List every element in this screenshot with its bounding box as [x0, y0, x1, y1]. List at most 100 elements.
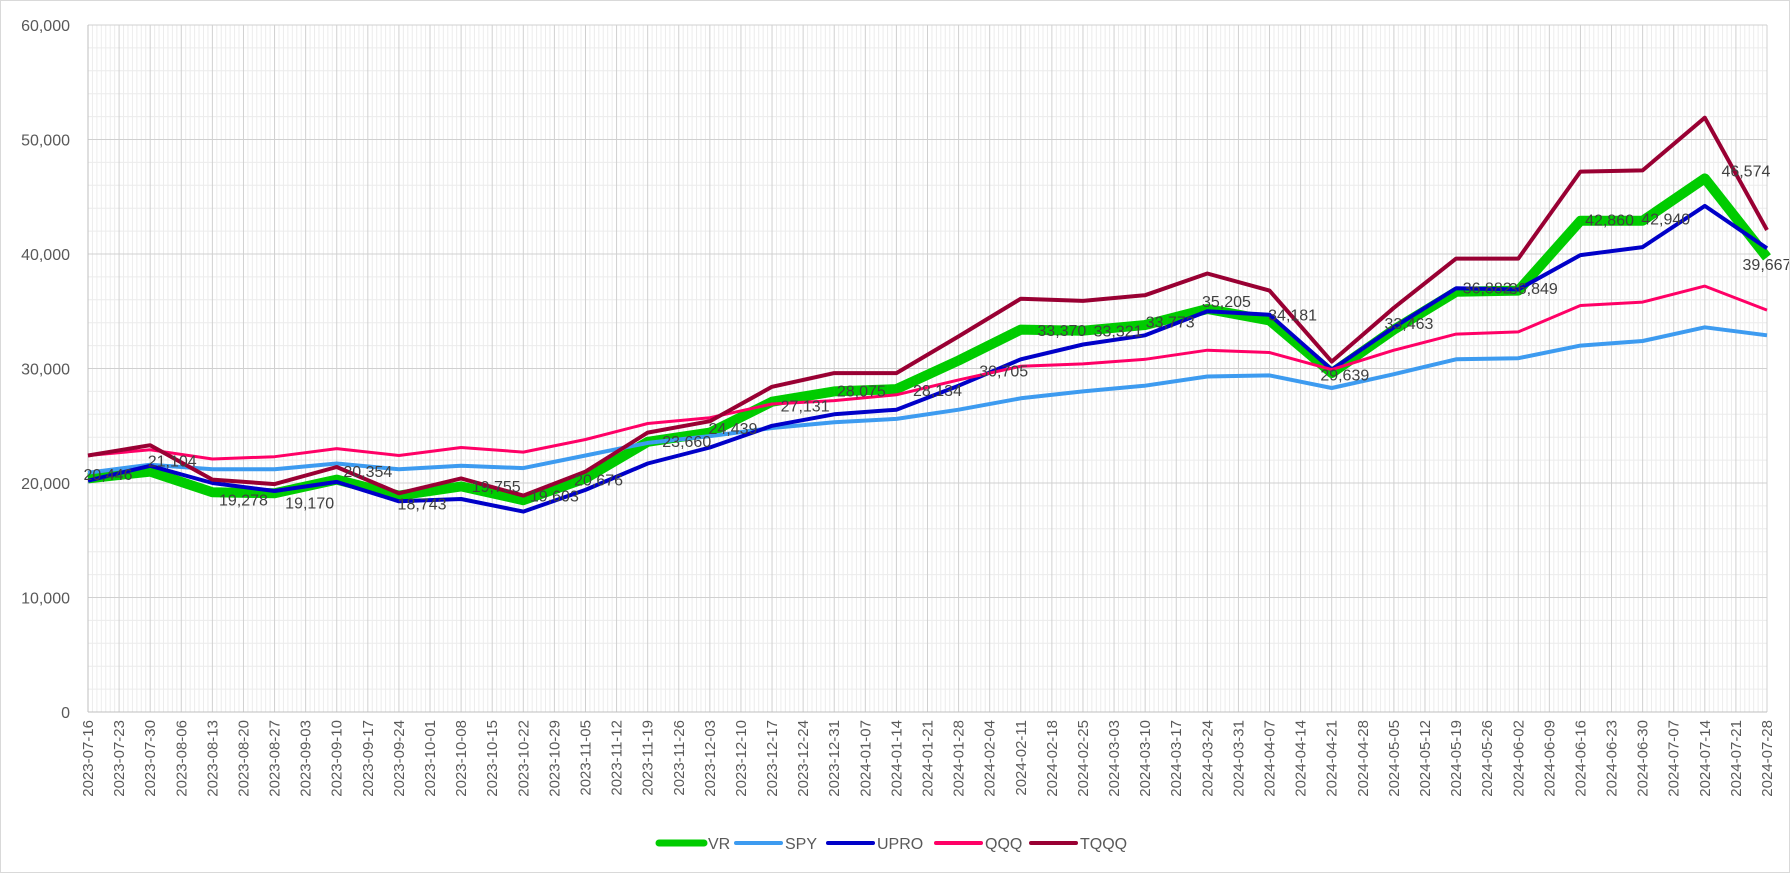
data-label: 20,446 [84, 467, 133, 484]
x-tick-label: 2023-11-05 [577, 720, 594, 796]
legend-label-upro: UPRO [877, 836, 923, 853]
x-tick-label: 2024-03-10 [1137, 720, 1154, 797]
x-tick-label: 2023-10-22 [515, 720, 532, 797]
x-tick-label: 2024-01-28 [951, 720, 968, 797]
data-label: 46,574 [1721, 164, 1770, 181]
legend-item-upro: UPRO [826, 836, 923, 853]
data-label: 20,354 [343, 464, 392, 481]
x-tick-label: 2024-05-12 [1417, 720, 1434, 797]
data-label-layer: 20,446 21,104 19,278 19,170 20,354 18,743 19,7… [84, 164, 1789, 514]
x-tick-label: 2024-07-07 [1666, 720, 1683, 797]
data-label: 28,075 [837, 384, 886, 401]
axis-layer: 0 10,000 20,000 30,000 40,000 50,000 60,000 202… [21, 18, 1776, 797]
data-label: 20,676 [574, 472, 623, 489]
data-label: 19,603 [530, 489, 579, 506]
x-tick-label: 2023-09-24 [391, 720, 408, 797]
data-label: 39,667 [1743, 257, 1789, 274]
x-tick-label: 2023-08-06 [173, 720, 190, 797]
y-tick-label: 0 [61, 705, 70, 722]
x-tick-label: 2024-06-09 [1541, 720, 1558, 797]
x-tick-label: 2024-07-28 [1759, 720, 1776, 797]
x-tick-label: 2024-06-30 [1635, 720, 1652, 797]
series-line-spy [87, 325, 1768, 475]
x-tick-label: 2024-02-04 [982, 720, 999, 797]
x-tick-label: 2023-12-24 [795, 720, 812, 797]
legend-item-tqqq: TQQQ [1029, 836, 1127, 853]
x-tick-label: 2024-01-07 [857, 720, 874, 797]
data-label: 18,743 [398, 496, 447, 513]
data-label: 36,849 [1509, 281, 1558, 298]
legend: VR SPY UPRO QQQ TQQQ [655, 836, 1127, 853]
x-tick-label: 2024-04-14 [1293, 720, 1310, 797]
x-tick-label: 2024-02-11 [1013, 720, 1030, 796]
x-tick-label: 2024-04-28 [1355, 720, 1372, 797]
x-tick-label: 2024-03-17 [1168, 720, 1185, 797]
x-tick-label: 2024-02-18 [1044, 720, 1061, 797]
legend-label-vr: VR [708, 836, 730, 853]
x-tick-label: 2023-08-20 [235, 720, 252, 797]
series-line-tqqq [87, 115, 1769, 498]
y-tick-label: 50,000 [21, 133, 70, 150]
x-tick-label: 2023-07-30 [142, 720, 159, 797]
x-tick-label: 2023-12-10 [733, 720, 750, 797]
x-tick-label: 2024-04-07 [1262, 720, 1279, 797]
y-tick-label: 10,000 [21, 591, 70, 608]
x-tick-label: 2024-05-05 [1386, 720, 1403, 797]
legend-item-qqq: QQQ [934, 836, 1022, 853]
x-tick-label: 2024-01-21 [920, 720, 937, 797]
data-label: 28,134 [913, 383, 962, 400]
data-label: 21,104 [148, 453, 197, 470]
data-label: 34,181 [1268, 308, 1317, 325]
x-tick-label: 2023-10-01 [422, 720, 439, 797]
data-label: 33,321 [1094, 323, 1143, 340]
x-tick-label: 2024-05-26 [1479, 720, 1496, 797]
x-tick-label: 2023-08-27 [267, 720, 284, 797]
data-label: 36,882 [1463, 281, 1512, 298]
data-label: 42,940 [1641, 211, 1690, 228]
y-tick-label: 60,000 [21, 18, 70, 35]
x-tick-label: 2024-03-31 [1230, 720, 1247, 797]
x-tick-label: 2023-09-03 [298, 720, 315, 797]
series-line-qqq [87, 284, 1768, 461]
x-tick-label: 2023-12-17 [764, 720, 781, 797]
x-tick-label: 2023-07-16 [80, 720, 97, 797]
data-label: 33,463 [1385, 316, 1434, 333]
data-label: 24,439 [708, 421, 757, 438]
x-tick-label: 2024-07-21 [1728, 720, 1745, 797]
data-label: 27,131 [781, 398, 830, 415]
x-tick-label: 2023-09-17 [360, 720, 377, 797]
x-tick-label: 2024-03-03 [1106, 720, 1123, 797]
x-tick-label: 2024-05-19 [1448, 720, 1465, 797]
data-label: 33,370 [1037, 323, 1086, 340]
legend-label-spy: SPY [785, 836, 817, 853]
series-line-upro [87, 203, 1769, 514]
data-label: 42,860 [1585, 212, 1634, 229]
data-label: 29,639 [1320, 368, 1369, 385]
x-tick-label: 2024-06-16 [1572, 720, 1589, 797]
x-tick-label: 2023-11-19 [640, 720, 657, 796]
x-tick-label: 2024-03-24 [1199, 720, 1216, 797]
x-tick-label: 2023-10-15 [484, 720, 501, 797]
x-tick-label: 2023-12-03 [702, 720, 719, 797]
data-label: 19,170 [285, 496, 334, 513]
y-tick-label: 20,000 [21, 476, 70, 493]
series-line-vr [87, 173, 1771, 506]
x-tick-label: 2023-10-08 [453, 720, 470, 797]
x-tick-label: 2024-01-14 [888, 720, 905, 797]
data-label: 30,705 [979, 363, 1028, 380]
legend-label-qqq: QQQ [985, 836, 1022, 853]
x-tick-label: 2023-08-13 [204, 720, 221, 797]
x-tick-label: 2023-07-23 [111, 720, 128, 797]
x-tick-label: 2024-06-02 [1510, 720, 1527, 797]
legend-label-tqqq: TQQQ [1080, 836, 1127, 853]
y-tick-label: 30,000 [21, 362, 70, 379]
data-label: 35,205 [1202, 294, 1251, 311]
y-tick-label: 40,000 [21, 247, 70, 264]
legend-item-spy: SPY [734, 836, 817, 853]
x-tick-label: 2023-12-31 [826, 720, 843, 797]
data-label: 19,755 [472, 479, 521, 496]
x-tick-label: 2023-11-12 [609, 720, 626, 796]
data-label: 33,773 [1146, 314, 1195, 331]
